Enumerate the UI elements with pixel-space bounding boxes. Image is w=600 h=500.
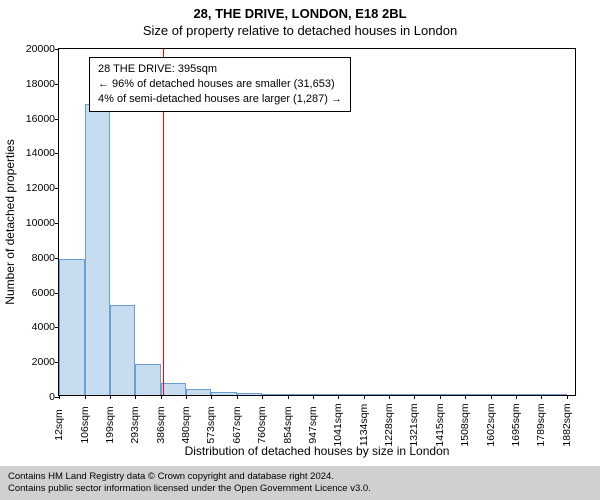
title-main: 28, THE DRIVE, LONDON, E18 2BL [0,0,600,21]
x-tick-label: 1695sqm [510,403,522,446]
histogram-bar [186,389,211,395]
x-tick-mark [338,395,339,399]
histogram-bar [161,383,187,395]
x-tick-label: 1321sqm [408,403,420,446]
footer: Contains HM Land Registry data © Crown c… [0,466,600,500]
histogram-bar [516,394,542,395]
x-tick-label: 573sqm [205,406,217,443]
x-tick-mark [186,395,187,399]
x-tick-label: 1508sqm [459,403,471,446]
x-tick-mark [541,395,542,399]
histogram-bar [465,394,491,395]
x-tick-label: 386sqm [155,406,167,443]
x-tick-mark [313,395,314,399]
histogram-bar [414,394,440,395]
x-tick-mark [85,395,86,399]
x-tick-mark [465,395,466,399]
histogram-bar [237,393,262,395]
x-tick-mark [59,395,60,399]
x-tick-label: 854sqm [282,406,294,443]
x-tick-mark [440,395,441,399]
histogram-bar [313,394,339,395]
x-tick-label: 1602sqm [485,403,497,446]
x-tick-mark [135,395,136,399]
x-axis-label: Distribution of detached houses by size … [185,444,450,458]
histogram-bar [491,394,516,395]
x-tick-mark [110,395,111,399]
y-tick-mark [55,188,59,189]
title-sub: Size of property relative to detached ho… [0,21,600,38]
histogram-bar [135,364,160,395]
annotation-box: 28 THE DRIVE: 395sqm ← 96% of detached h… [89,57,351,112]
annotation-line-1: 28 THE DRIVE: 395sqm [98,62,342,77]
histogram-bar [110,305,136,395]
histogram-bar [262,394,288,395]
x-tick-label: 947sqm [307,406,319,443]
x-tick-label: 1415sqm [434,403,446,446]
y-tick-mark [55,49,59,50]
x-tick-label: 667sqm [231,406,243,443]
x-tick-mark [288,395,289,399]
x-tick-label: 1882sqm [561,403,573,446]
x-tick-mark [237,395,238,399]
x-tick-mark [414,395,415,399]
histogram-bar [440,394,465,395]
histogram-bar [364,394,390,395]
x-tick-label: 12sqm [53,409,65,441]
y-tick-mark [55,153,59,154]
histogram-bar [541,394,566,395]
footer-line-2: Contains public sector information licen… [8,483,592,495]
histogram-bar [59,259,85,395]
x-tick-label: 1789sqm [535,403,547,446]
x-tick-mark [211,395,212,399]
chart-container: 0200040006000800010000120001400016000180… [58,48,576,396]
x-tick-label: 760sqm [256,406,268,443]
x-tick-mark [491,395,492,399]
y-tick-mark [55,119,59,120]
x-tick-label: 293sqm [129,406,141,443]
histogram-bar [85,104,110,395]
x-tick-label: 1041sqm [332,403,344,446]
histogram-bar [389,394,414,395]
x-tick-label: 106sqm [79,406,91,443]
plot-area: 0200040006000800010000120001400016000180… [58,48,576,396]
annotation-line-3: 4% of semi-detached houses are larger (1… [98,92,342,107]
histogram-bar [338,394,363,395]
x-tick-mark [567,395,568,399]
x-tick-label: 1228sqm [383,403,395,446]
x-tick-mark [516,395,517,399]
x-tick-mark [161,395,162,399]
histogram-bar [211,392,237,395]
footer-line-1: Contains HM Land Registry data © Crown c… [8,471,592,483]
x-tick-mark [364,395,365,399]
annotation-line-2: ← 96% of detached houses are smaller (31… [98,77,342,92]
x-tick-mark [262,395,263,399]
y-tick-mark [55,84,59,85]
y-axis-label: Number of detached properties [3,139,17,304]
x-tick-label: 199sqm [104,406,116,443]
y-tick-mark [55,223,59,224]
histogram-bar [288,394,313,395]
x-tick-label: 1134sqm [358,404,370,446]
x-tick-label: 480sqm [180,406,192,443]
x-tick-mark [389,395,390,399]
